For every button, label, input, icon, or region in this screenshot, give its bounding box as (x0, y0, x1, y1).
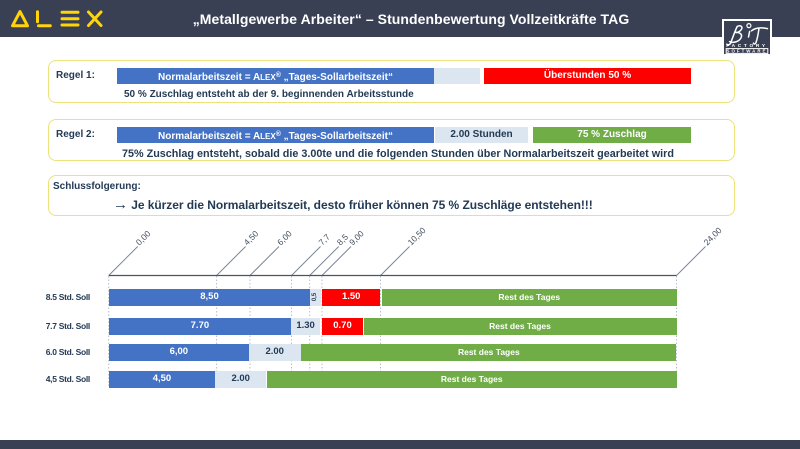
svg-text:0,00: 0,00 (134, 228, 153, 247)
svg-text:6,00: 6,00 (275, 228, 294, 247)
svg-text:FACTORY: FACTORY (726, 43, 768, 49)
svg-text:SOFTWARE: SOFTWARE (727, 49, 768, 54)
svg-text:24,00: 24,00 (702, 225, 724, 247)
svg-text:9,00: 9,00 (347, 228, 366, 247)
svg-text:4,50: 4,50 (242, 228, 261, 247)
svg-text:7,7: 7,7 (317, 232, 333, 248)
svg-text:10,50: 10,50 (406, 225, 428, 247)
